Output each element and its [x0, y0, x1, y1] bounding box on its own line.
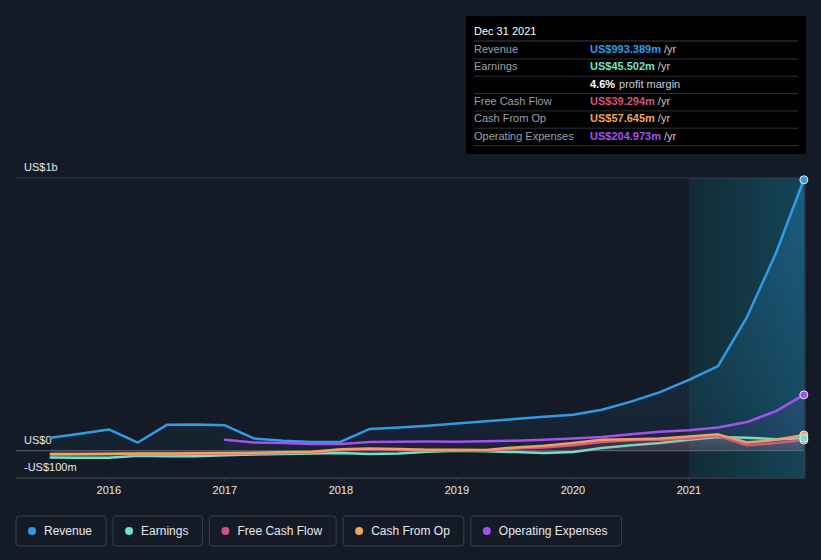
- legend-item: Operating Expenses: [471, 516, 622, 546]
- legend-swatch: [483, 527, 491, 535]
- legend-box: [113, 516, 202, 546]
- tooltip-label: Cash From Op: [474, 112, 546, 124]
- tooltip-unit: /yr: [664, 130, 677, 142]
- tooltip-value: 4.6%: [590, 78, 615, 90]
- legend-box: [471, 516, 622, 546]
- tooltip-label: Revenue: [474, 43, 518, 55]
- tooltip-unit: /yr: [658, 95, 671, 107]
- series-line: [51, 180, 804, 443]
- legend-item: Cash From Op: [343, 516, 464, 546]
- tooltip-unit: profit margin: [619, 78, 680, 90]
- tooltip-value: US$57.645m: [590, 112, 655, 124]
- y-tick-label: US$0: [24, 434, 52, 446]
- tooltip-value: US$39.294m: [590, 95, 655, 107]
- chart: -US$100m US$0 US$1b 2016 2017 2018 2019 2020 202…: [0, 0, 821, 560]
- legend-swatch: [125, 527, 133, 535]
- x-tick: [224, 478, 225, 481]
- legend-item: Earnings: [113, 516, 202, 546]
- legend-swatch: [28, 527, 36, 535]
- tooltip-label: Operating Expenses: [474, 130, 574, 142]
- legend-label: Earnings: [141, 524, 188, 538]
- x-tick: [108, 478, 109, 481]
- x-tick-label: 2019: [445, 484, 469, 496]
- tooltip-box: [466, 16, 806, 154]
- tooltip-date: Dec 31 2021: [474, 25, 536, 37]
- y-tick-label: -US$100m: [24, 461, 77, 473]
- legend-label: Operating Expenses: [499, 524, 608, 538]
- x-tick: [572, 478, 573, 481]
- tooltip-label: Free Cash Flow: [474, 95, 552, 107]
- x-tick: [688, 478, 689, 481]
- legend-swatch: [221, 527, 229, 535]
- tooltip-unit: /yr: [664, 43, 677, 55]
- y-tick-label: US$1b: [24, 161, 58, 173]
- legend-swatch: [355, 527, 363, 535]
- end-point: [800, 176, 808, 184]
- background: [0, 0, 821, 560]
- tooltip-label: Earnings: [474, 60, 518, 72]
- legend-item: Free Cash Flow: [209, 516, 336, 546]
- x-tick-label: 2016: [97, 484, 121, 496]
- tooltip-separator: [474, 41, 798, 42]
- series-area: [225, 395, 804, 451]
- x-tick: [456, 478, 457, 481]
- plot-area: [51, 180, 804, 458]
- legend-label: Revenue: [44, 524, 92, 538]
- x-tick-label: 2017: [213, 484, 237, 496]
- tooltip: Dec 31 2021 Revenue US$993.389m/yr Earnings…: [466, 16, 806, 154]
- legend-box: [16, 516, 106, 546]
- tooltip-unit: /yr: [658, 60, 671, 72]
- tooltip-unit: /yr: [658, 112, 671, 124]
- legend-label: Free Cash Flow: [237, 524, 322, 538]
- grid-line: [16, 478, 805, 479]
- end-point: [800, 391, 808, 399]
- tooltip-value: US$993.389m: [590, 43, 661, 55]
- tooltip-value: US$204.973m: [590, 130, 661, 142]
- axis-line: [16, 478, 805, 479]
- end-point: [800, 434, 808, 442]
- legend-box: [343, 516, 464, 546]
- series-line: [225, 395, 804, 444]
- legend-item: Revenue: [16, 516, 106, 546]
- x-tick: [340, 478, 341, 481]
- x-tick-label: 2021: [677, 484, 701, 496]
- grid-line: [16, 178, 805, 179]
- x-tick-label: 2018: [329, 484, 353, 496]
- tooltip-separator: [474, 145, 798, 146]
- legend-label: Cash From Op: [371, 524, 450, 538]
- x-tick-label: 2020: [561, 484, 585, 496]
- series-area: [51, 180, 804, 451]
- legend-box: [209, 516, 336, 546]
- tooltip-value: US$45.502m: [590, 60, 655, 72]
